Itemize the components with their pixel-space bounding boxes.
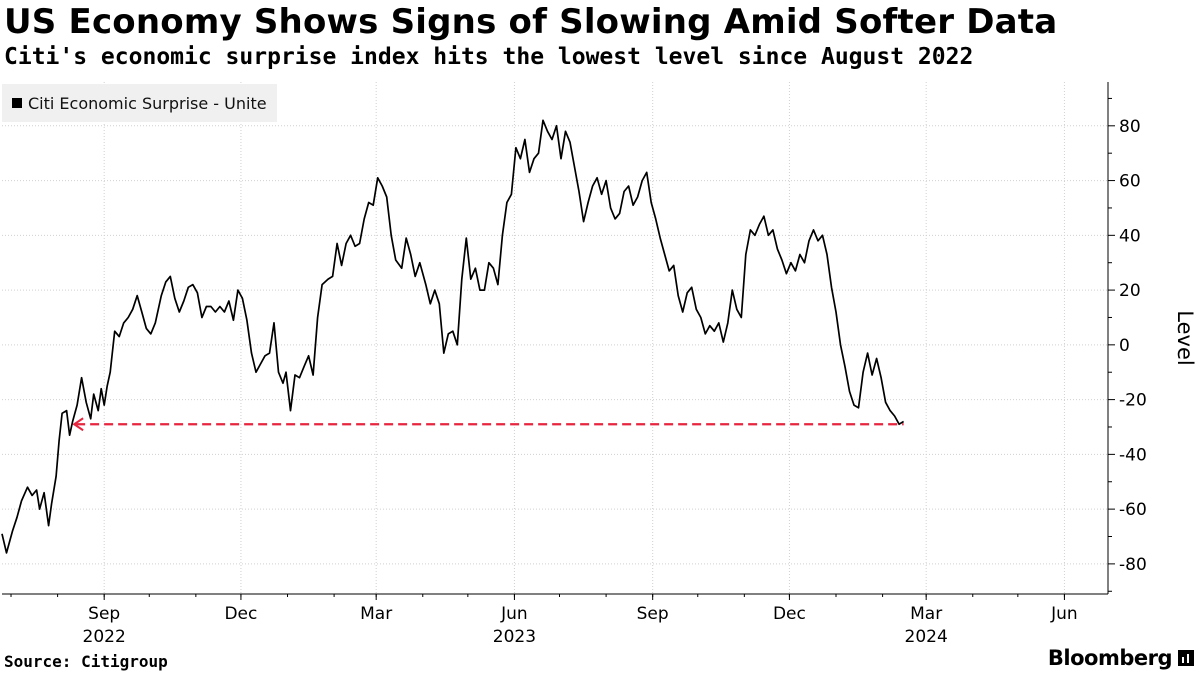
- reference-arrowhead: [72, 417, 84, 432]
- x-year-label: 2023: [493, 627, 536, 647]
- bloomberg-chart-icon: [1178, 650, 1194, 666]
- source-note: Source: Citigroup: [4, 652, 168, 671]
- chart-subtitle: Citi's economic surprise index hits the …: [4, 44, 974, 70]
- legend-label: Citi Economic Surprise - Unite: [28, 93, 267, 113]
- x-tick-label: Dec: [224, 604, 257, 624]
- y-tick-label: -40: [1119, 445, 1147, 465]
- reference-line-group: [72, 417, 904, 432]
- series-group: [1, 119, 905, 554]
- y-tick-label: -60: [1119, 500, 1147, 520]
- y-tick-label: 40: [1119, 226, 1141, 246]
- x-tick-label: Mar: [910, 604, 942, 624]
- chart-title: US Economy Shows Signs of Slowing Amid S…: [4, 2, 1058, 42]
- x-tick-label: Jun: [1050, 604, 1078, 624]
- axes: -80 -60 -40 -20 0 20 40 60 80 Sep 2022 Dec Mar Jun 202…: [2, 82, 1197, 647]
- y-axis-title: Level: [1173, 310, 1197, 365]
- x-tick-label: Mar: [360, 604, 392, 624]
- series-line: [1, 119, 905, 554]
- y-tick-label: 20: [1119, 281, 1141, 301]
- y-tick-label: -20: [1119, 391, 1147, 411]
- y-tick-label: 80: [1119, 117, 1141, 137]
- brand-name: Bloomberg: [1047, 646, 1173, 670]
- x-tick-label: Sep: [88, 604, 120, 624]
- brand-logo: Bloomberg: [1048, 646, 1194, 670]
- x-year-label: 2024: [905, 627, 948, 647]
- x-tick-label: Jun: [500, 604, 528, 624]
- x-tick-label: Sep: [637, 604, 669, 624]
- x-year-label: 2022: [83, 627, 126, 647]
- y-tick-label: 60: [1119, 172, 1141, 192]
- legend-swatch: [12, 98, 22, 108]
- y-tick-label: 0: [1119, 336, 1130, 356]
- grid: [2, 82, 1108, 594]
- y-tick-label: -80: [1119, 555, 1147, 575]
- legend: Citi Economic Surprise - Unite: [2, 84, 277, 122]
- x-tick-label: Dec: [773, 604, 806, 624]
